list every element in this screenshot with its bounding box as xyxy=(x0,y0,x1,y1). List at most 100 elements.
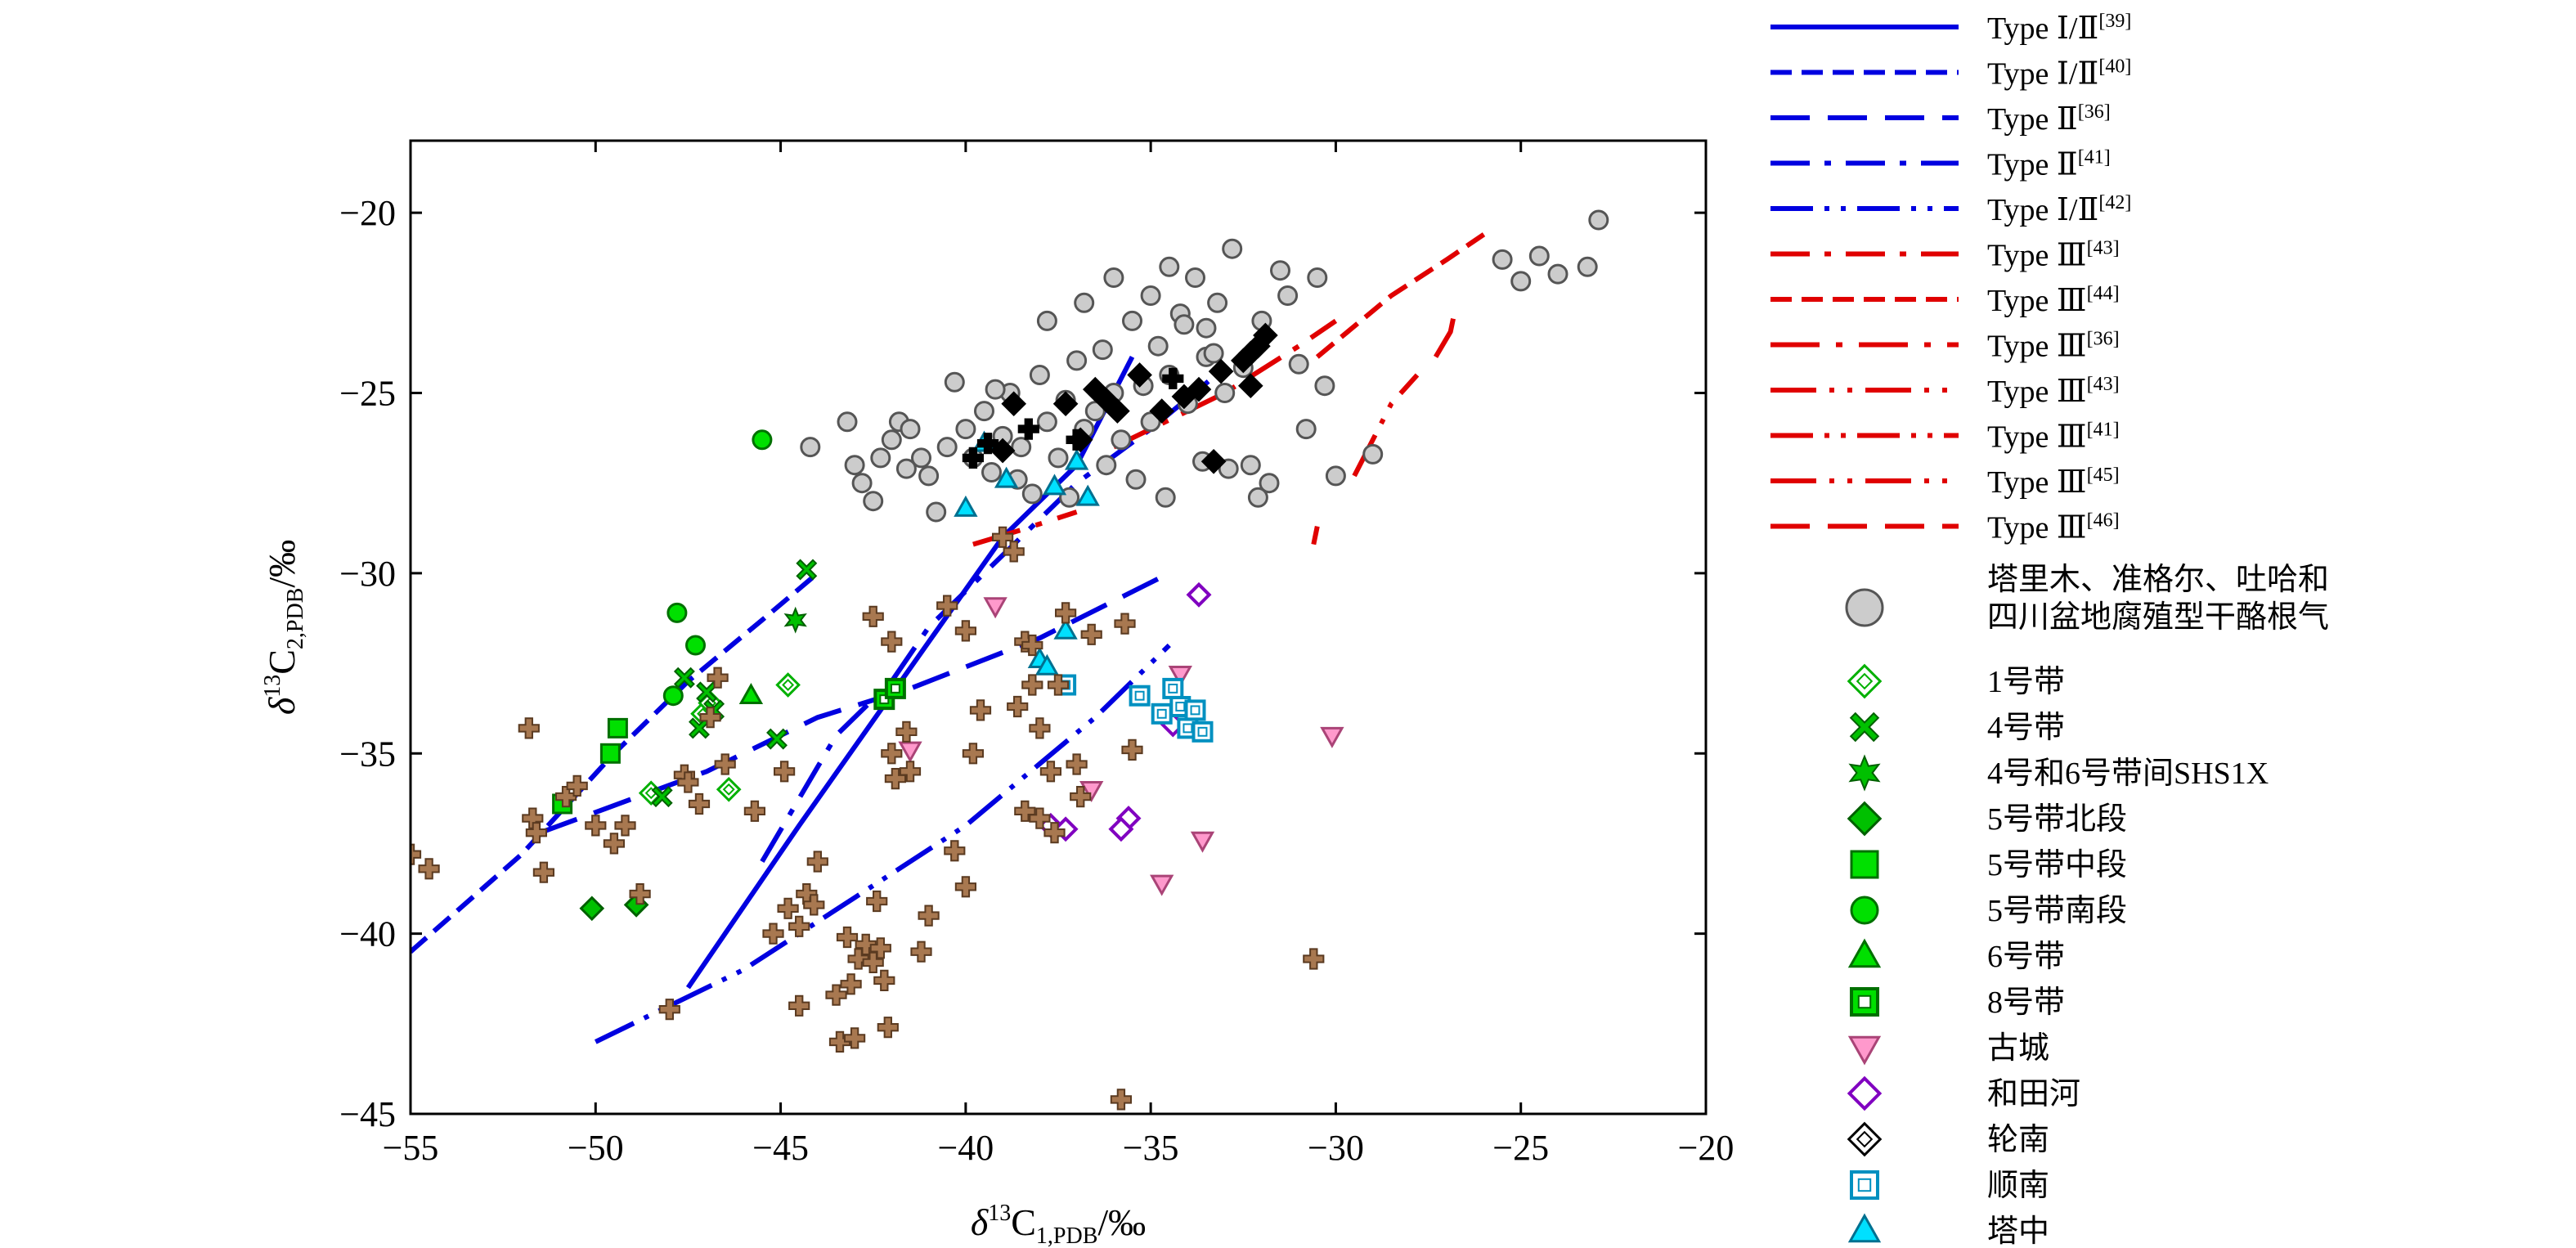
data-point-series-15 xyxy=(1093,387,1120,413)
data-point-series-14 xyxy=(1021,674,1043,696)
reference-line-4 xyxy=(594,643,1171,1044)
data-point-series-0 xyxy=(1185,267,1205,288)
data-point-series-8 xyxy=(884,677,906,699)
data-point-series-0 xyxy=(881,429,902,451)
data-point-series-14 xyxy=(677,771,699,793)
legend-marker-6 xyxy=(1850,896,1879,925)
x-tick-label: −20 xyxy=(1678,1128,1735,1168)
data-point-series-0 xyxy=(981,462,1002,483)
data-point-series-0 xyxy=(851,473,873,494)
data-point-series-14 xyxy=(773,761,796,783)
data-point-series-13 xyxy=(1064,448,1089,470)
x-tick-label: −35 xyxy=(1123,1128,1179,1168)
data-point-series-0 xyxy=(1588,209,1609,231)
data-point-series-0 xyxy=(1270,260,1290,281)
legend-marker-13 xyxy=(1847,1213,1882,1243)
data-point-series-14 xyxy=(788,994,810,1017)
data-point-series-14 xyxy=(566,774,588,797)
data-point-series-0 xyxy=(1207,292,1228,313)
data-point-series-9 xyxy=(1168,665,1192,688)
data-point-series-9 xyxy=(898,741,922,763)
data-point-series-0 xyxy=(1011,437,1032,458)
data-point-series-6 xyxy=(752,429,773,451)
data-point-series-14 xyxy=(699,707,721,729)
legend-marker-label: 塔中 xyxy=(1987,1214,2049,1248)
data-point-series-14 xyxy=(806,851,828,873)
legend-marker-label: 5号带北段 xyxy=(1987,802,2127,837)
data-point-series-0 xyxy=(1288,353,1309,375)
data-point-series-1 xyxy=(775,672,801,698)
data-point-series-14 xyxy=(1003,541,1025,563)
data-point-series-0 xyxy=(1159,256,1180,277)
data-point-series-15 xyxy=(1149,398,1175,424)
data-point-series-16 xyxy=(1066,429,1088,451)
data-point-series-0 xyxy=(918,465,940,487)
data-point-series-0 xyxy=(1174,314,1195,335)
legend-marker-label: 轮南 xyxy=(1987,1123,2049,1157)
data-point-series-14 xyxy=(895,721,918,743)
legend-marker-label: 顺南 xyxy=(1987,1169,2049,1203)
data-point-series-14 xyxy=(862,605,884,627)
data-point-series-0 xyxy=(1295,419,1317,440)
data-point-series-16 xyxy=(1162,367,1184,389)
legend-line-label: Type Ⅰ/Ⅱ[42] xyxy=(1987,192,2131,227)
data-point-series-0 xyxy=(895,458,917,479)
data-point-series-14 xyxy=(777,897,799,919)
data-point-series-14 xyxy=(788,915,810,937)
data-point-series-14 xyxy=(910,940,932,963)
legend-marker-label: 4号和6号带间SHS1X xyxy=(1987,756,2269,791)
legend-marker-label: 4号带 xyxy=(1987,711,2065,745)
data-point-series-6 xyxy=(685,635,706,656)
data-point-series-14 xyxy=(1029,807,1051,829)
data-point-series-0 xyxy=(1066,350,1088,371)
data-point-series-0 xyxy=(900,419,921,440)
data-point-series-9 xyxy=(983,597,1008,619)
legend-line-label: Type Ⅲ[43] xyxy=(1987,374,2120,409)
data-point-series-0 xyxy=(1029,365,1050,385)
data-point-series-0 xyxy=(1547,263,1568,285)
data-point-series-14 xyxy=(803,894,825,916)
data-point-series-13 xyxy=(1042,474,1067,496)
legend-marker-label: 四川盆地腐殖型干酪根气 xyxy=(1987,600,2329,635)
data-point-series-0 xyxy=(1122,310,1142,331)
data-point-series-14 xyxy=(954,620,977,642)
data-point-series-16 xyxy=(1017,418,1039,440)
data-point-series-15 xyxy=(1052,391,1079,417)
data-point-series-9 xyxy=(1190,831,1215,853)
data-point-series-14 xyxy=(836,926,859,949)
x-tick-label: −55 xyxy=(383,1128,439,1168)
legend-line-label: Type Ⅱ[36] xyxy=(1987,101,2111,137)
data-point-series-14 xyxy=(962,743,985,765)
reference-line-7 xyxy=(972,510,1078,547)
data-point-series-14 xyxy=(881,743,903,765)
data-point-series-14 xyxy=(743,800,766,822)
data-point-series-16 xyxy=(976,433,999,455)
data-point-series-0 xyxy=(837,411,858,433)
data-point-series-5 xyxy=(607,717,628,738)
data-point-series-13 xyxy=(1034,653,1060,676)
reference-line-10 xyxy=(1311,525,1320,545)
data-point-series-15 xyxy=(1200,448,1227,474)
data-point-series-12 xyxy=(1184,699,1206,721)
x-tick-label: −40 xyxy=(937,1128,994,1168)
data-point-series-0 xyxy=(1325,465,1346,487)
legend: Type Ⅰ/Ⅱ[39] Type Ⅰ/Ⅱ[40] Type Ⅱ[36] Type Ⅱ… xyxy=(1770,11,2329,1248)
data-point-series-0 xyxy=(1021,483,1043,505)
legend-line-label: Type Ⅰ/Ⅱ[40] xyxy=(1987,56,2131,92)
data-point-series-0 xyxy=(1247,487,1268,508)
data-point-series-0 xyxy=(1259,473,1280,494)
data-point-series-0 xyxy=(1240,455,1261,476)
reference-line-8 xyxy=(1352,373,1420,478)
data-point-series-0 xyxy=(974,401,994,422)
data-point-series-16 xyxy=(962,447,985,469)
data-point-series-0 xyxy=(1096,455,1117,476)
data-point-series-2 xyxy=(796,559,818,581)
legend-line-label: Type Ⅲ[46] xyxy=(1987,510,2120,545)
y-tick-label: −35 xyxy=(339,734,396,774)
data-point-series-15 xyxy=(1127,362,1152,388)
data-point-series-7 xyxy=(738,682,764,705)
data-point-series-0 xyxy=(1103,267,1124,288)
data-point-series-14 xyxy=(825,984,847,1006)
legend-line-label: Type Ⅲ[45] xyxy=(1987,465,2120,500)
